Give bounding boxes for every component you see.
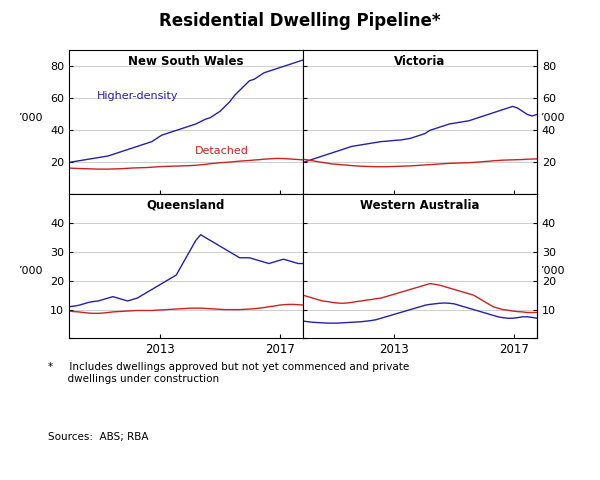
Text: ’000: ’000 bbox=[18, 266, 43, 276]
Text: Western Australia: Western Australia bbox=[360, 199, 480, 212]
Text: New South Wales: New South Wales bbox=[128, 55, 244, 68]
Text: ’000: ’000 bbox=[540, 266, 565, 276]
Text: Detached: Detached bbox=[196, 146, 249, 156]
Text: Higher-density: Higher-density bbox=[97, 92, 179, 101]
Text: Victoria: Victoria bbox=[394, 55, 446, 68]
Text: Sources:  ABS; RBA: Sources: ABS; RBA bbox=[48, 432, 149, 442]
Text: *     Includes dwellings approved but not yet commenced and private
      dwelli: * Includes dwellings approved but not ye… bbox=[48, 362, 409, 384]
Text: Queensland: Queensland bbox=[147, 199, 225, 212]
Text: ’000: ’000 bbox=[540, 113, 565, 122]
Text: Residential Dwelling Pipeline*: Residential Dwelling Pipeline* bbox=[159, 12, 441, 30]
Text: ’000: ’000 bbox=[18, 113, 43, 122]
